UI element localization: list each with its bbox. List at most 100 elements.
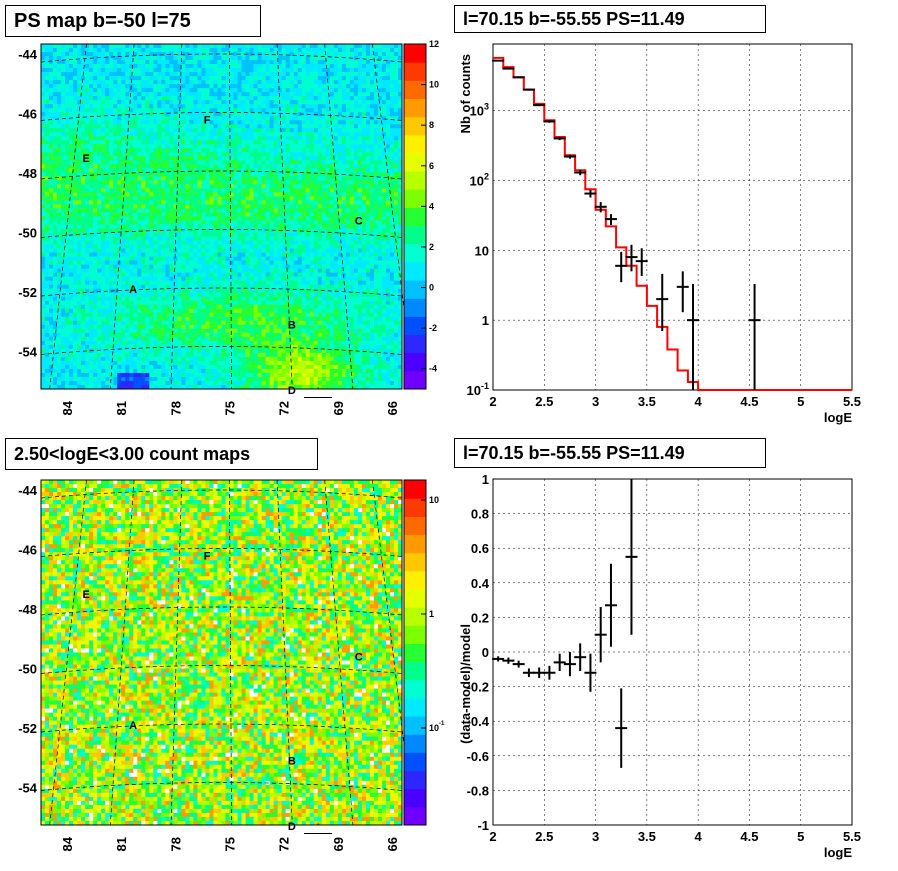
map-pixel (217, 120, 222, 125)
map-pixel (193, 80, 198, 85)
map-pixel (181, 80, 186, 85)
map-pixel (49, 172, 54, 177)
map-pixel (193, 256, 198, 262)
map-pixel (113, 248, 118, 253)
map-pixel (381, 164, 387, 169)
map-pixel (361, 76, 367, 81)
map-pixel (341, 192, 347, 197)
map-pixel (277, 156, 283, 161)
map-pixel (289, 232, 295, 237)
map-pixel (89, 176, 94, 181)
map-pixel (213, 224, 218, 229)
map-pixel (113, 52, 118, 57)
map-pixel (69, 88, 74, 93)
map-pixel (381, 108, 387, 113)
map-pixel (129, 244, 134, 249)
map-pixel (325, 136, 331, 141)
map-pixel (61, 84, 66, 89)
map-pixel (273, 180, 279, 185)
map-pixel (329, 120, 335, 125)
map-pixel (125, 44, 130, 49)
map-pixel (177, 48, 182, 53)
map-pixel (125, 260, 130, 266)
map-pixel (109, 172, 114, 177)
map-pixel (233, 152, 238, 157)
map-pixel (301, 76, 307, 81)
map-pixel (269, 128, 275, 133)
map-pixel (257, 200, 263, 205)
map-pixel (65, 52, 70, 57)
map-pixel (121, 240, 126, 245)
map-pixel (201, 236, 206, 241)
map-pixel (257, 160, 263, 165)
map-pixel (137, 252, 142, 258)
map-pixel (341, 132, 347, 137)
map-pixel (361, 140, 367, 145)
map-pixel (205, 120, 210, 125)
map-pixel (153, 196, 158, 201)
map-pixel (321, 60, 327, 65)
map-pixel (81, 88, 86, 93)
map-pixel (313, 180, 319, 185)
map-pixel (229, 208, 234, 213)
map-pixel (381, 216, 387, 221)
map-pixel (153, 212, 158, 217)
map-pixel (261, 128, 267, 133)
map-pixel (321, 200, 327, 205)
map-pixel (193, 204, 198, 209)
map-pixel (365, 108, 371, 113)
map-pixel (217, 152, 222, 157)
map-pixel (81, 144, 86, 149)
map-pixel (281, 224, 287, 229)
map-pixel (85, 212, 90, 217)
map-pixel (205, 236, 210, 241)
map-pixel (281, 216, 287, 221)
map-pixel (97, 216, 102, 221)
map-pixel (245, 112, 250, 117)
map-pixel (277, 252, 283, 258)
map-pixel (169, 92, 174, 97)
map-pixel (157, 216, 162, 221)
map-pixel (197, 240, 202, 245)
map-pixel (325, 48, 331, 53)
map-pixel (381, 52, 387, 57)
map-pixel (149, 244, 154, 249)
map-pixel (237, 84, 242, 89)
map-pixel (385, 184, 391, 189)
map-pixel (313, 172, 319, 177)
map-pixel (309, 76, 315, 81)
map-pixel (345, 224, 351, 229)
map-pixel (313, 240, 319, 245)
map-pixel (145, 96, 150, 101)
map-pixel (61, 252, 66, 258)
map-pixel (265, 188, 271, 193)
map-pixel (345, 172, 351, 177)
map-pixel (381, 256, 387, 262)
map-pixel (189, 244, 194, 249)
map-pixel (221, 112, 226, 117)
map-pixel (93, 48, 98, 53)
map-pixel (213, 140, 218, 145)
map-pixel (133, 260, 138, 266)
map-pixel (69, 204, 74, 209)
map-pixel (113, 120, 118, 125)
map-pixel (53, 140, 58, 145)
map-pixel (305, 260, 311, 266)
map-pixel (361, 224, 367, 229)
map-pixel (213, 216, 218, 221)
map-pixel (329, 136, 335, 141)
map-pixel (297, 76, 303, 81)
map-pixel (245, 136, 250, 141)
map-pixel (273, 128, 279, 133)
map-pixel (333, 100, 339, 105)
map-pixel (273, 76, 279, 81)
map-pixel (225, 160, 230, 165)
map-pixel (133, 228, 138, 233)
map-pixel (181, 156, 186, 161)
map-pixel (81, 236, 86, 241)
map-pixel (353, 116, 359, 121)
map-pixel (389, 136, 395, 141)
map-pixel (301, 124, 307, 129)
map-pixel (101, 252, 106, 258)
map-pixel (117, 244, 122, 249)
